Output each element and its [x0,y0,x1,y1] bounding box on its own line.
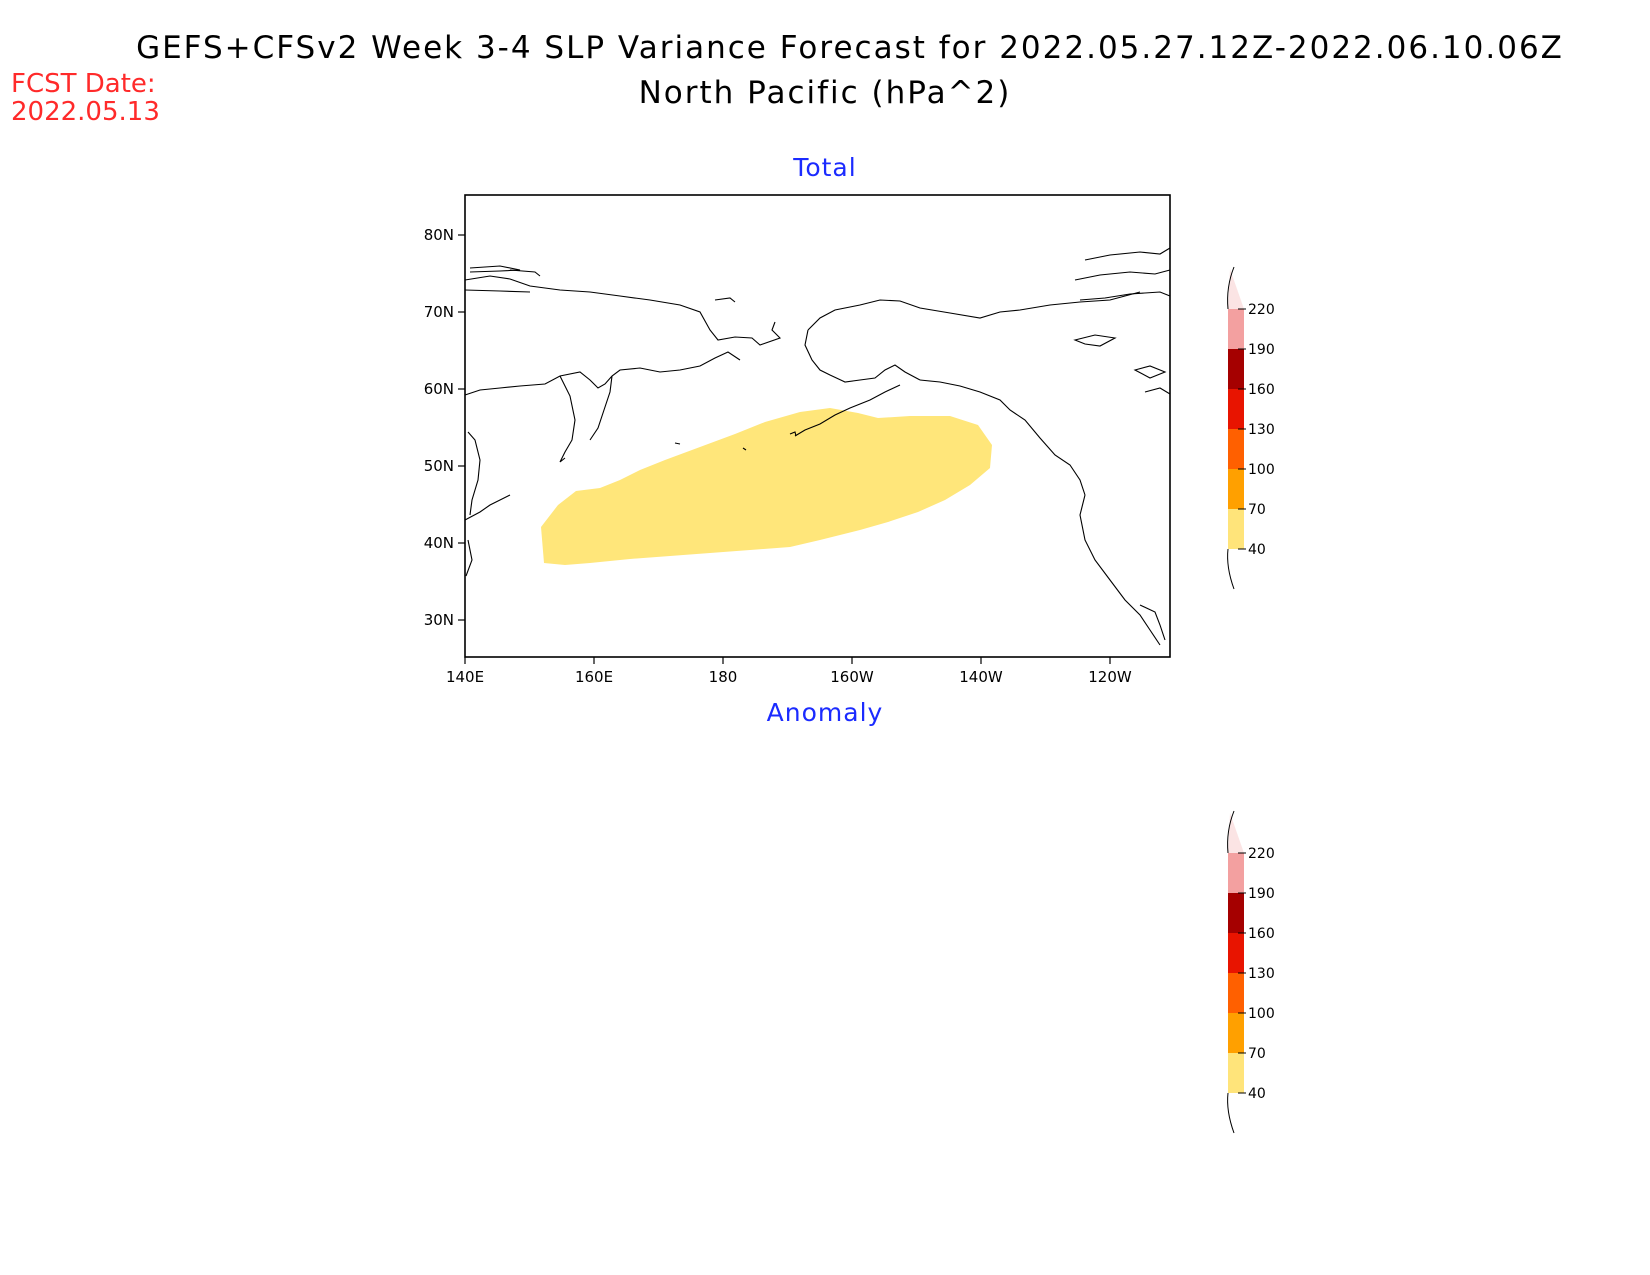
total-colorbar-label-160: 160 [1248,382,1275,398]
anomaly-colorbar-box-130 [1228,933,1244,973]
total-map-panel: 80N 70N 60N 50N 40N 30N 140E 160E 180 16… [424,194,1171,686]
variance-shaded-region [541,408,992,565]
total-panel-title: Total [793,153,857,182]
total-colorbar-label-40: 40 [1248,542,1266,558]
anomaly-colorbar-label-220: 220 [1248,846,1275,862]
lat-label-40n: 40N [424,534,454,552]
lon-label-160e: 160E [575,668,613,686]
anomaly-colorbar-box-100 [1228,973,1244,1013]
lat-label-60n: 60N [424,380,454,398]
lon-label-140e: 140E [446,668,484,686]
lon-label-140w: 140W [959,668,1003,686]
total-colorbar-bottom-edge [1227,548,1235,590]
anomaly-panel-title: Anomaly [766,698,884,727]
lon-label-120w: 120W [1088,668,1132,686]
total-colorbar-box-70 [1228,469,1244,509]
lat-label-30n: 30N [424,611,454,629]
lon-label-160w: 160W [830,668,874,686]
total-colorbar-top-edge [1227,266,1235,310]
anomaly-colorbar-label-130: 130 [1248,966,1275,982]
anomaly-colorbar-box-160 [1228,893,1244,933]
total-colorbar-label-100: 100 [1248,462,1275,478]
anomaly-colorbar-top-edge [1227,810,1235,854]
figure-title: GEFS+CFSv2 Week 3-4 SLP Variance Forecas… [136,30,1564,66]
total-colorbar-label-130: 130 [1248,422,1275,438]
figure-subtitle: North Pacific (hPa^2) [638,75,1012,111]
anomaly-colorbar-box-40 [1228,1053,1244,1093]
total-colorbar-label-70: 70 [1248,502,1266,518]
lat-label-50n: 50N [424,457,454,475]
anomaly-colorbar-extension-top [1228,813,1244,853]
total-colorbar: 40 70 100 130 160 190 220 [1227,266,1275,590]
total-colorbar-box-190 [1228,309,1244,349]
forecast-date-value: 2022.05.13 [11,97,160,127]
lon-label-180: 180 [709,668,738,686]
lat-label-70n: 70N [424,303,454,321]
lat-label-80n: 80N [424,226,454,244]
anomaly-colorbar-bottom-edge [1227,1092,1235,1134]
anomaly-colorbar-label-100: 100 [1248,1006,1275,1022]
total-colorbar-label-190: 190 [1248,342,1275,358]
total-colorbar-label-220: 220 [1248,302,1275,318]
total-colorbar-box-40 [1228,509,1244,549]
anomaly-colorbar-label-160: 160 [1248,926,1275,942]
anomaly-colorbar: 40 70 100 130 160 190 220 [1227,810,1275,1134]
total-map-frame [464,194,1171,658]
forecast-date-label: FCST Date: [11,69,156,99]
total-colorbar-box-160 [1228,349,1244,389]
total-colorbar-box-100 [1228,429,1244,469]
coastlines [464,247,1171,646]
anomaly-colorbar-label-40: 40 [1248,1086,1266,1102]
total-colorbar-extension-top [1228,269,1244,309]
anomaly-colorbar-label-190: 190 [1248,886,1275,902]
total-colorbar-box-130 [1228,389,1244,429]
anomaly-colorbar-box-190 [1228,853,1244,893]
anomaly-colorbar-label-70: 70 [1248,1046,1266,1062]
anomaly-colorbar-box-70 [1228,1013,1244,1053]
